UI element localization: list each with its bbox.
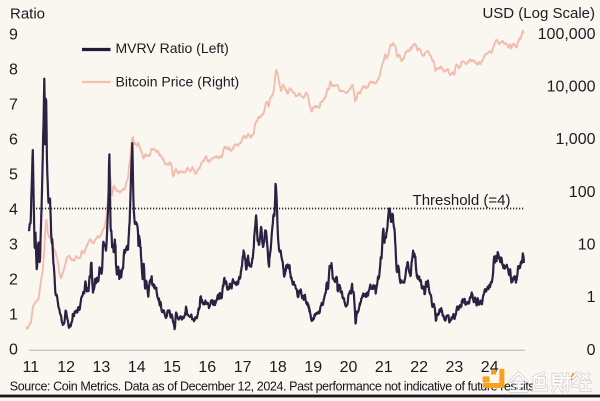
svg-text:7: 7	[9, 96, 18, 113]
svg-text:20: 20	[340, 359, 358, 376]
svg-text:13: 13	[93, 359, 111, 376]
svg-text:Source: Coin Metrics. Data as: Source: Coin Metrics. Data as of Decembe…	[10, 380, 538, 394]
svg-text:11: 11	[22, 359, 39, 376]
svg-text:100: 100	[569, 184, 596, 201]
svg-text:10,000: 10,000	[547, 79, 596, 96]
svg-text:9: 9	[9, 26, 18, 43]
svg-text:6: 6	[9, 131, 18, 148]
svg-text:USD (Log Scale): USD (Log Scale)	[482, 5, 595, 22]
svg-text:4: 4	[9, 201, 18, 218]
svg-text:Threshold (=4): Threshold (=4)	[413, 192, 511, 209]
svg-text:21: 21	[375, 359, 393, 376]
svg-text:0: 0	[587, 342, 596, 359]
svg-text:Ratio: Ratio	[10, 6, 45, 23]
svg-text:22: 22	[410, 359, 428, 376]
svg-text:14: 14	[128, 359, 146, 376]
svg-text:1: 1	[9, 306, 18, 323]
svg-text:100,000: 100,000	[538, 26, 596, 43]
svg-text:18: 18	[269, 359, 287, 376]
svg-text:15: 15	[163, 359, 181, 376]
svg-text:2: 2	[9, 271, 18, 288]
svg-text:5: 5	[9, 166, 18, 183]
svg-text:MVRV Ratio (Left): MVRV Ratio (Left)	[116, 40, 229, 56]
svg-text:8: 8	[9, 61, 18, 78]
svg-text:3: 3	[9, 236, 18, 253]
svg-text:12: 12	[57, 359, 75, 376]
svg-text:23: 23	[446, 359, 464, 376]
svg-text:1,000: 1,000	[555, 131, 595, 148]
svg-text:0: 0	[9, 341, 18, 358]
svg-text:1: 1	[587, 289, 596, 306]
svg-text:16: 16	[198, 359, 216, 376]
svg-text:10: 10	[578, 237, 596, 254]
svg-text:Bitcoin Price (Right): Bitcoin Price (Right)	[116, 74, 240, 90]
svg-text:17: 17	[234, 359, 252, 376]
svg-text:19: 19	[304, 359, 322, 376]
